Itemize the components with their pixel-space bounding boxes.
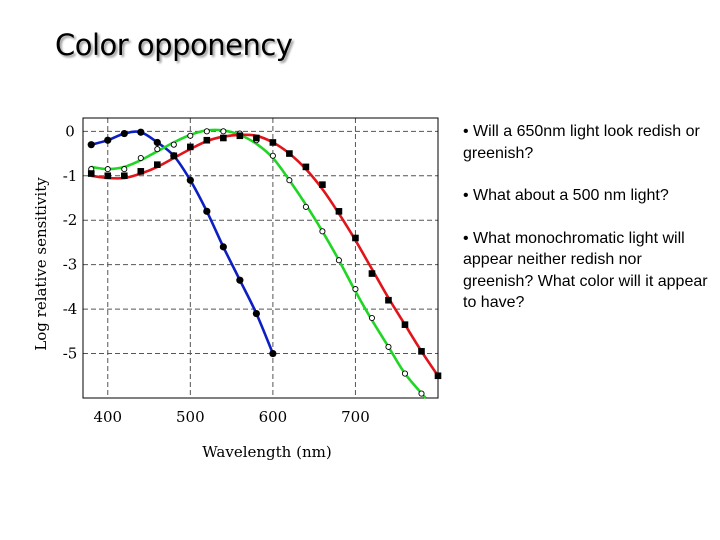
data-point [121,166,128,173]
data-point [269,139,277,146]
data-point [104,172,112,180]
data-point [170,152,178,160]
y-tick-label: -1 [63,167,78,185]
data-point [120,129,128,138]
data-point [137,128,145,136]
data-point [220,134,227,142]
data-point [153,138,161,147]
data-point [87,170,95,177]
grid-lines [83,118,438,398]
data-point [137,154,144,162]
x-tick-label: 700 [341,408,370,426]
data-point [154,161,161,168]
data-point [269,152,276,159]
data-point [385,296,392,304]
data-point [401,370,409,377]
slide-title: Color opponency [55,28,293,62]
y-tick-label: -3 [63,256,78,274]
data-point [286,150,293,157]
x-tick-label: 400 [93,408,122,426]
data-point [104,136,112,144]
data-point [368,270,376,277]
data-point [368,314,376,322]
data-point [186,176,194,184]
data-point [219,243,227,251]
data-point [335,257,342,264]
bullet-list: • Will a 650nm light look redish or gree… [463,121,713,335]
x-tick-label: 500 [176,408,205,426]
data-point [120,172,128,180]
x-tick-label: 600 [259,408,288,426]
data-point [220,128,227,135]
x-axis-label: Wavelength (nm) [202,443,331,461]
data-point [302,163,310,171]
data-point [137,168,145,175]
plot-frame [82,117,439,399]
data-point [286,177,293,184]
data-point [253,134,260,142]
bullet-item: • Will a 650nm light look redish or gree… [463,123,700,162]
data-point [385,343,392,350]
data-point [236,132,244,140]
bullet-item: • What monochromatic light will appear n… [463,229,708,312]
data-point [203,128,210,135]
series-markers [87,128,442,397]
series-line [90,130,275,355]
data-point [401,321,409,328]
data-point [187,143,194,151]
y-tick-label: -2 [63,211,78,229]
data-point [203,207,211,215]
data-point [352,286,359,293]
data-point [335,208,343,215]
data-point [252,309,260,318]
data-point [418,348,425,355]
bullet-item: • What about a 500 nm light? [463,187,669,204]
data-point [352,234,359,242]
y-axis-label: Log relative sensitivity [32,177,50,351]
data-point [434,372,442,380]
y-tick-label: -4 [63,300,78,318]
y-tick-label: -5 [63,345,78,363]
data-point [170,141,177,148]
data-point [87,141,95,149]
tick-labels: 400 500 600 700 0 -1 -2 -3 -4 -5 [63,122,370,426]
data-point [302,203,309,210]
series-line [91,128,427,399]
data-point [104,166,111,173]
series-line [91,133,440,377]
data-point [203,136,211,144]
data-point [319,228,326,235]
data-point [154,146,161,153]
data-point [236,276,244,284]
data-point [319,181,326,188]
data-point [418,390,425,397]
y-tick-label: 0 [65,122,75,140]
data-point [187,132,194,139]
data-point [269,349,277,358]
